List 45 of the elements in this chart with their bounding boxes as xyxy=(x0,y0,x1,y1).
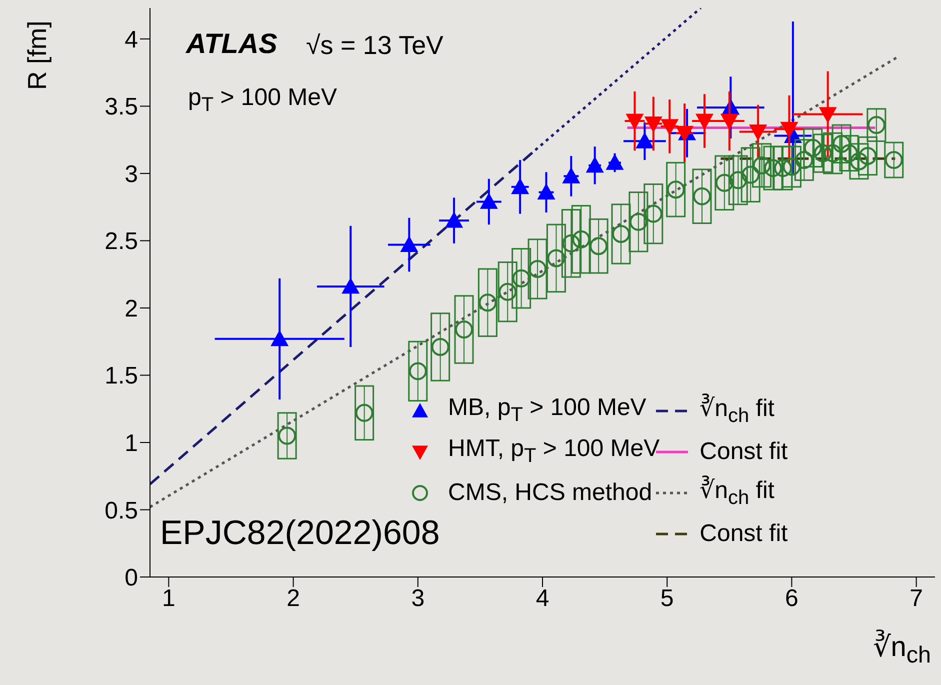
y-axis-title: R [fm] xyxy=(22,20,53,90)
x-tick-label: 3 xyxy=(411,585,425,612)
point xyxy=(562,167,580,184)
point xyxy=(400,236,418,252)
point xyxy=(511,178,530,194)
annotation: ATLAS xyxy=(186,28,278,60)
annotation: p$_{T}$ > 100 MeV xyxy=(188,84,337,117)
point xyxy=(720,114,738,130)
y-tick-label: 3 xyxy=(124,160,138,188)
point xyxy=(749,124,768,141)
x-tick-label: 7 xyxy=(910,585,923,612)
y-tick-label: 4 xyxy=(124,26,138,54)
legend-label: CMS, HCS method xyxy=(448,478,652,506)
x-tick-label: 4 xyxy=(536,585,550,612)
x-tick-label: 2 xyxy=(286,585,300,612)
point xyxy=(586,156,604,173)
point xyxy=(445,212,464,228)
legend-label: ∛n$_{ch}$ fit xyxy=(700,476,774,510)
x-tick-label: 1 xyxy=(162,585,176,612)
y-tick-label: 3.5 xyxy=(104,94,138,121)
y-tick-label: 1 xyxy=(124,430,138,458)
x-tick-label: 6 xyxy=(785,585,798,612)
legend-label: ∛n$_{ch}$ fit xyxy=(700,394,774,428)
x-axis-title: ∛n$_{ch}$ xyxy=(872,630,931,669)
point xyxy=(537,183,556,200)
point xyxy=(480,192,498,209)
legend-label: Const fit xyxy=(700,520,788,548)
y-tick-label: 2.5 xyxy=(104,228,138,256)
y-tick-label: 2 xyxy=(124,295,138,322)
legend-label: Const fit xyxy=(700,438,788,466)
legend-label: HMT, p$_{T}$ > 100 MeV xyxy=(448,435,660,468)
point xyxy=(636,132,654,148)
y-tick-label: 0 xyxy=(124,564,138,592)
y-tick-label: 1.5 xyxy=(104,362,138,390)
annotation: EPJC82(2022)608 xyxy=(160,514,440,553)
point xyxy=(695,114,714,130)
y-tick-label: 0.5 xyxy=(104,497,138,524)
x-tick-label: 5 xyxy=(660,585,674,612)
point xyxy=(780,122,798,138)
annotation: √s = 13 TeV xyxy=(306,30,444,61)
point xyxy=(818,107,837,124)
point xyxy=(270,330,289,346)
point xyxy=(342,277,360,294)
point xyxy=(606,154,624,170)
legend-label: MB, p$_{T}$ > 100 MeV xyxy=(448,394,646,427)
